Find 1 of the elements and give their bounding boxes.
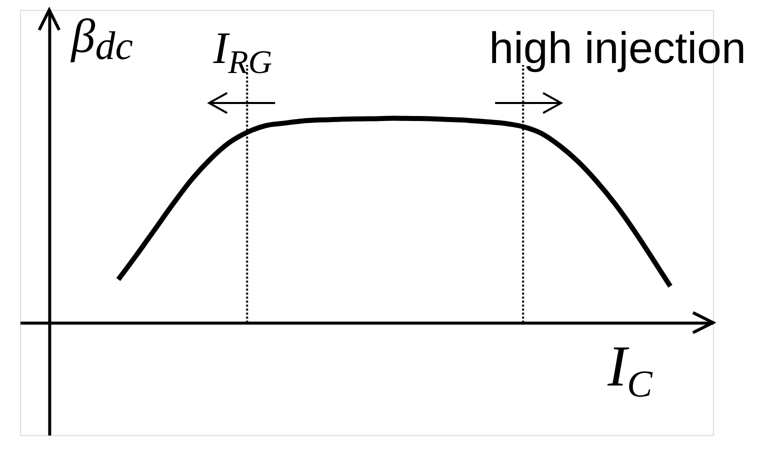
text: high injection bbox=[489, 24, 746, 73]
